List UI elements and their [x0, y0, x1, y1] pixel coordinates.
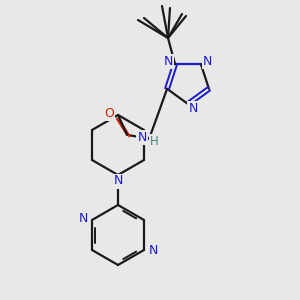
Text: N: N — [78, 212, 88, 226]
Text: N: N — [164, 55, 173, 68]
Text: N: N — [203, 55, 213, 68]
Text: N: N — [148, 244, 158, 257]
Text: H: H — [150, 135, 158, 148]
Text: O: O — [104, 107, 114, 120]
Text: N: N — [188, 101, 198, 115]
Text: N: N — [113, 175, 123, 188]
Text: N: N — [137, 131, 147, 144]
